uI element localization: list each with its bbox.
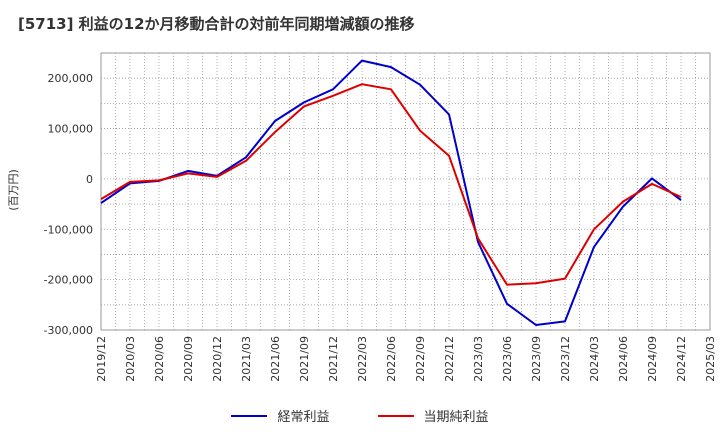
y-tick-label: -200,000 [44,274,93,287]
x-tick-label: 2023/06 [501,336,514,382]
x-tick-label: 2022/09 [414,336,427,382]
chart-title: [5713] 利益の12か月移動合計の対前年同期増減額の推移 [18,15,415,33]
x-tick-label: 2023/09 [530,336,543,382]
y-tick-label: 200,000 [48,72,94,85]
x-tick-label: 2023/03 [472,336,485,382]
y-tick-label: 100,000 [48,123,94,136]
plot-area-border [100,52,711,331]
x-tick-label: 2019/12 [95,336,108,382]
series-layer [100,59,682,326]
x-tick-label: 2020/12 [211,336,224,382]
legend: 経常利益 当期純利益 [0,406,720,425]
series-line-ordinary-profit [100,59,682,326]
legend-item-net-income: 当期純利益 [377,406,489,425]
x-tick-label: 2021/12 [327,336,340,382]
legend-item-ordinary-profit: 経常利益 [231,406,330,425]
y-axis-ticks: 200,000 100,000 0 -100,000 -200,000 -300,000 [44,72,93,337]
series-line-net-income [100,83,682,286]
x-tick-label: 2022/06 [385,336,398,382]
x-tick-label: 2022/03 [356,336,369,382]
y-tick-label: -100,000 [44,223,93,236]
x-tick-label: 2023/12 [559,336,572,382]
x-tick-label: 2020/03 [124,336,137,382]
legend-label-net-income: 当期純利益 [423,410,489,425]
x-tick-label: 2020/09 [182,336,195,382]
legend-swatch-ordinary-profit [231,414,268,417]
y-tick-label: -300,000 [44,324,93,337]
x-tick-label: 2024/03 [588,336,601,382]
x-tick-label: 2024/09 [646,336,659,382]
x-tick-label: 2020/06 [153,336,166,382]
x-tick-label: 2025/03 [704,336,717,382]
legend-label-ordinary-profit: 経常利益 [277,410,330,425]
y-tick-label: 0 [86,173,93,186]
x-tick-label: 2022/12 [443,336,456,382]
x-tick-label: 2021/03 [240,336,253,382]
grid [101,53,710,330]
legend-swatch-net-income [377,414,414,417]
x-tick-label: 2021/09 [298,336,311,382]
x-tick-label: 2021/06 [269,336,282,382]
x-tick-label: 2024/12 [675,336,688,382]
x-tick-label: 2024/06 [617,336,630,382]
x-axis-ticks: 2019/12 2020/03 2020/06 2020/09 2020/12 2021/… [95,336,717,382]
y-axis-label: (百万円) [7,169,20,211]
